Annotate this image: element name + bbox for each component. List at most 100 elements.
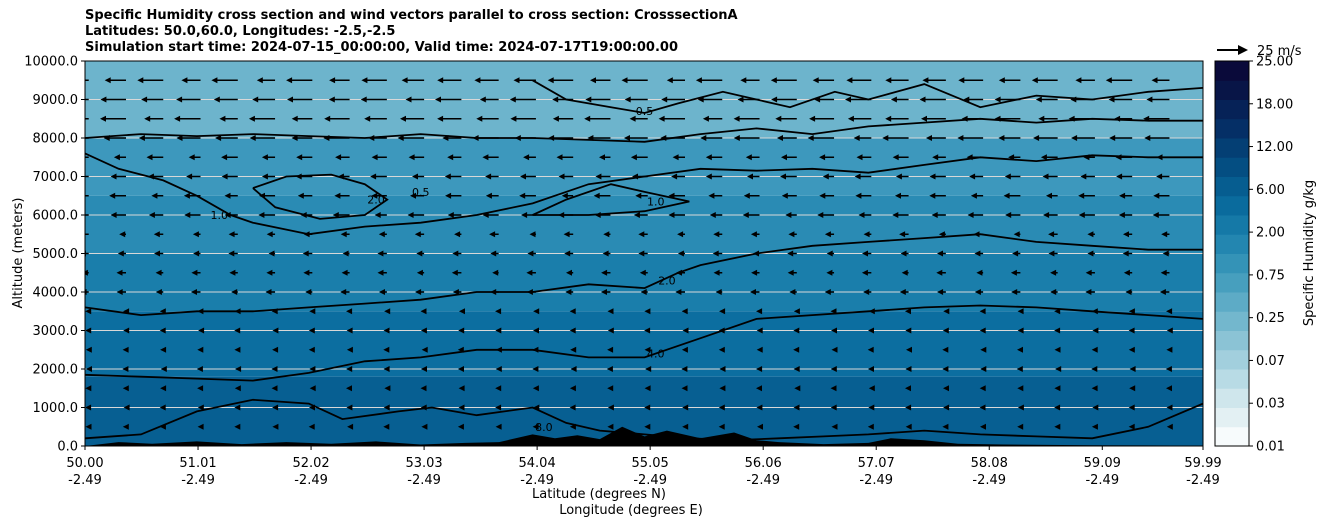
wind-vector-head	[961, 115, 968, 122]
wind-vector-head	[644, 404, 651, 411]
wind-vector-head	[159, 308, 166, 315]
wind-vector-head	[1017, 423, 1024, 430]
wind-vector-head	[1011, 289, 1018, 295]
wind-vector-head	[718, 346, 725, 353]
wind-vector-head	[1128, 404, 1135, 411]
x-tick-label-lon: -2.49	[1186, 473, 1220, 488]
wind-vector-head	[421, 366, 427, 372]
wind-vector-head	[587, 135, 594, 141]
colorbar-segment	[1215, 61, 1249, 81]
x-tick-label-lat: 54.04	[519, 456, 556, 471]
wind-vector-head	[1108, 96, 1115, 103]
wind-vector-head	[405, 96, 412, 103]
wind-vector-head	[1109, 135, 1116, 141]
quiver-key-arrow-head	[1238, 45, 1248, 55]
wind-vector-head	[1129, 366, 1136, 372]
terrain-area	[85, 426, 1203, 446]
wind-vector-head	[719, 308, 726, 315]
wind-vector-head	[709, 212, 716, 218]
wind-vector-head	[334, 192, 341, 199]
wind-vector-head	[197, 346, 204, 353]
wind-vector-head	[672, 154, 679, 161]
wind-vector-head	[906, 346, 912, 353]
x-tick-label-lon: -2.49	[972, 473, 1006, 488]
wind-vector-head	[346, 308, 353, 315]
wind-vector-head	[607, 346, 614, 353]
colorbar-segment	[1215, 253, 1249, 274]
wind-vector-head	[867, 423, 874, 430]
wind-vector-head	[323, 135, 330, 141]
x-tick-label-lon: -2.49	[1085, 473, 1119, 488]
wind-vector-head	[809, 115, 816, 122]
wind-vector-head	[521, 212, 528, 218]
wind-vector-head	[756, 308, 763, 315]
wind-vector-head	[485, 192, 492, 199]
wind-vector-head	[675, 289, 682, 295]
wind-vector-head	[590, 77, 596, 84]
y-tick-label: 0.0	[57, 440, 78, 455]
wind-vector-head	[606, 366, 613, 372]
wind-vector-head	[224, 212, 231, 218]
x-tick-label-lat: 53.03	[405, 456, 442, 471]
wind-vector-head	[644, 308, 651, 315]
wind-vector-head	[607, 385, 614, 392]
wind-vector-head	[892, 154, 899, 161]
wind-vector-head	[474, 77, 481, 84]
wind-vector-head	[309, 404, 315, 411]
wind-vector-head	[146, 154, 153, 161]
wind-vector-head	[495, 423, 502, 430]
wind-vector-head	[601, 289, 607, 295]
wind-vector-head	[492, 269, 499, 276]
wind-vector-head	[593, 192, 600, 199]
wind-vector-head	[942, 423, 949, 430]
wind-vector-head	[733, 115, 740, 122]
wind-vector-head	[1012, 250, 1019, 257]
wind-vector-head	[1075, 77, 1082, 84]
wind-vector-head	[943, 404, 950, 411]
wind-vector-head	[495, 308, 502, 315]
wind-vector-head	[777, 135, 783, 141]
wind-vector-head	[234, 404, 241, 411]
wind-vector-head	[831, 346, 838, 353]
wind-vector-head	[1128, 346, 1135, 353]
wind-vector-head	[495, 385, 502, 392]
wind-vector-head	[585, 96, 592, 103]
wind-vector-head	[793, 404, 800, 411]
wind-vector-head	[1129, 385, 1136, 392]
wind-vector-head	[644, 385, 651, 392]
wind-vector-head	[558, 212, 565, 218]
wind-vector-head	[569, 308, 576, 315]
wind-vector-head	[1013, 231, 1020, 238]
wind-vector-head	[1017, 327, 1024, 334]
wind-vector-head	[668, 192, 675, 199]
wind-vector-head	[937, 250, 943, 257]
wind-vector-head	[384, 385, 391, 392]
wind-vector-head	[510, 115, 517, 122]
wind-vector-head	[219, 115, 226, 122]
wind-vector-head	[328, 96, 335, 103]
wind-vector-head	[231, 289, 238, 295]
colorbar-tick-label: 25.00	[1256, 55, 1293, 70]
colorbar-segment	[1215, 311, 1249, 331]
wind-vector-head	[644, 423, 651, 430]
wind-vector-head	[303, 231, 310, 238]
wind-vector-head	[750, 231, 757, 238]
wind-vector-head	[337, 173, 344, 180]
wind-vector-head	[819, 154, 826, 161]
colorbar-segment	[1215, 292, 1249, 312]
wind-vector-head	[682, 423, 689, 430]
wind-vector-head	[514, 135, 521, 141]
wind-vector-head	[523, 154, 530, 161]
wind-vector-head	[110, 212, 117, 218]
wind-vector-head	[303, 269, 310, 276]
wind-vector-head	[868, 385, 875, 392]
wind-vector-head	[570, 366, 577, 372]
wind-vector-head	[193, 250, 200, 257]
wind-vector-head	[1146, 96, 1153, 103]
wind-vector-head	[862, 250, 868, 257]
wind-vector-head	[234, 308, 241, 315]
wind-vector-head	[378, 231, 385, 238]
wind-vector-head	[565, 289, 572, 295]
wind-vector-head	[85, 269, 88, 276]
wind-vector-head	[159, 327, 166, 334]
